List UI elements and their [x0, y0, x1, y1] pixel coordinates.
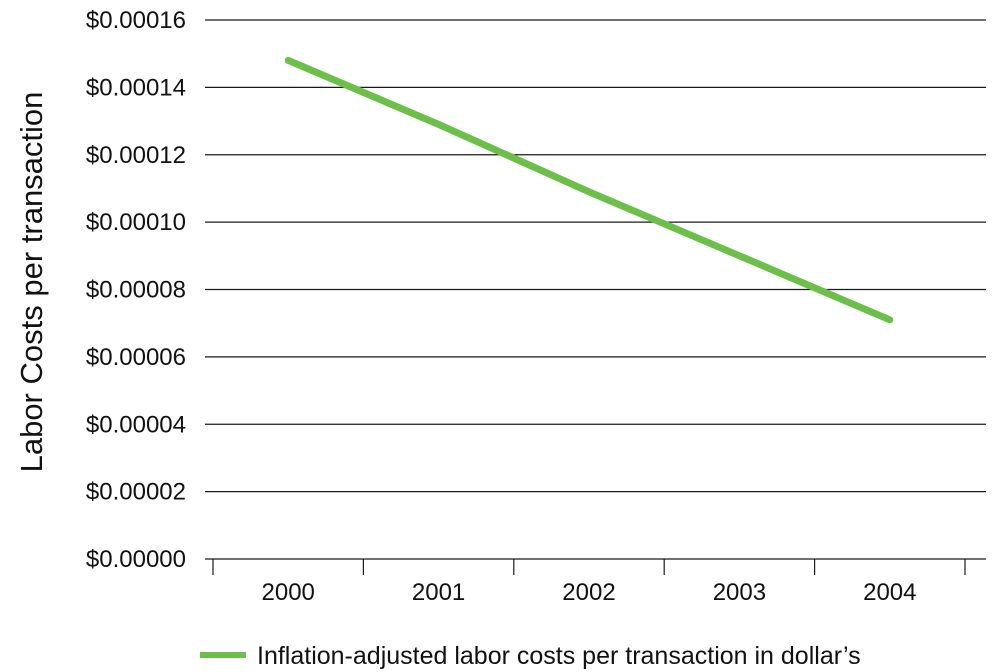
- y-tick-label: $0.00012: [86, 142, 186, 169]
- legend: Inflation-adjusted labor costs per trans…: [200, 642, 861, 670]
- y-tick-labels: $0.00000 $0.00002 $0.00004 $0.00006 $0.00008…: [86, 7, 186, 573]
- y-tick-label: $0.00016: [86, 7, 186, 34]
- y-tick-label: $0.00006: [86, 344, 186, 371]
- legend-label: Inflation-adjusted labor costs per trans…: [257, 642, 861, 670]
- x-tick-label: 2002: [562, 579, 615, 606]
- x-tick-label: 2004: [863, 579, 916, 606]
- x-tick-label: 2000: [262, 579, 315, 606]
- x-tick-labels: 2000 2001 2002 2003 2004: [262, 579, 917, 606]
- y-tick-label: $0.00010: [86, 209, 186, 236]
- series-lines: [284, 56, 894, 324]
- y-tick-label: $0.00008: [86, 277, 186, 304]
- y-tick-label: $0.00014: [86, 74, 186, 101]
- y-tick-label: $0.00002: [86, 479, 186, 506]
- x-axis: [205, 558, 986, 575]
- y-tick-label: $0.00000: [86, 546, 186, 573]
- x-tick-label: 2001: [412, 579, 465, 606]
- gridlines: [205, 19, 986, 493]
- y-axis-title: Labor Costs per transaction: [14, 92, 49, 473]
- x-tick-label: 2003: [713, 579, 766, 606]
- y-tick-label: $0.00004: [86, 411, 186, 438]
- series-line: [284, 56, 894, 324]
